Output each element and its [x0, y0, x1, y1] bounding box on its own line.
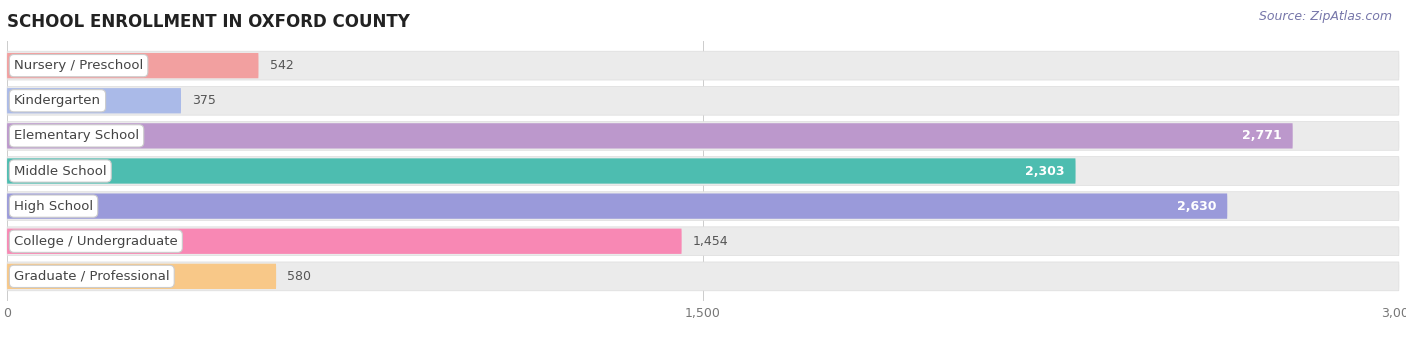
Text: College / Undergraduate: College / Undergraduate: [14, 235, 177, 248]
FancyBboxPatch shape: [7, 86, 1399, 115]
Text: Kindergarten: Kindergarten: [14, 94, 101, 107]
Text: 2,771: 2,771: [1241, 129, 1282, 142]
FancyBboxPatch shape: [7, 158, 1076, 184]
FancyBboxPatch shape: [7, 227, 1399, 256]
FancyBboxPatch shape: [7, 264, 276, 289]
Text: Elementary School: Elementary School: [14, 129, 139, 142]
FancyBboxPatch shape: [7, 121, 1399, 150]
Text: SCHOOL ENROLLMENT IN OXFORD COUNTY: SCHOOL ENROLLMENT IN OXFORD COUNTY: [7, 13, 411, 31]
Text: Source: ZipAtlas.com: Source: ZipAtlas.com: [1258, 10, 1392, 23]
FancyBboxPatch shape: [7, 192, 1399, 221]
FancyBboxPatch shape: [7, 88, 181, 114]
Text: 1,454: 1,454: [693, 235, 728, 248]
FancyBboxPatch shape: [7, 157, 1399, 185]
FancyBboxPatch shape: [7, 51, 1399, 80]
FancyBboxPatch shape: [7, 194, 1227, 219]
FancyBboxPatch shape: [7, 228, 682, 254]
Text: 2,630: 2,630: [1177, 200, 1216, 213]
FancyBboxPatch shape: [7, 262, 1399, 291]
FancyBboxPatch shape: [7, 53, 259, 78]
Text: 2,303: 2,303: [1025, 165, 1064, 177]
Text: 375: 375: [193, 94, 217, 107]
Text: 580: 580: [287, 270, 311, 283]
Text: 542: 542: [270, 59, 294, 72]
Text: High School: High School: [14, 200, 93, 213]
Text: Middle School: Middle School: [14, 165, 107, 177]
FancyBboxPatch shape: [7, 123, 1292, 148]
Text: Graduate / Professional: Graduate / Professional: [14, 270, 170, 283]
Text: Nursery / Preschool: Nursery / Preschool: [14, 59, 143, 72]
